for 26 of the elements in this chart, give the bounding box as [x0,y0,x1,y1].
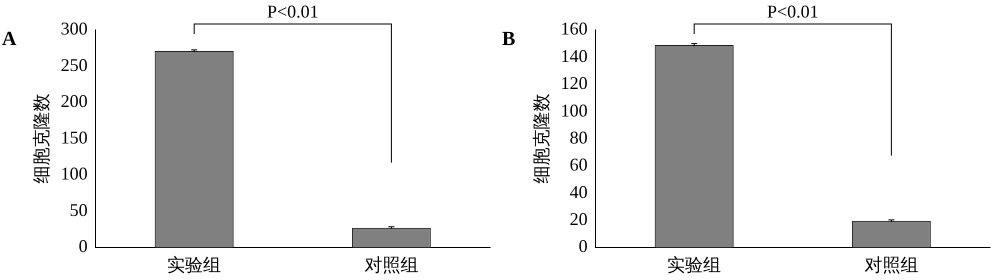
x-tick-label: 实验组 [167,254,222,275]
y-axis-title: 细胞克隆数 [532,94,552,184]
y-tick-label: 140 [560,46,588,66]
y-tick-label: 160 [560,18,588,39]
y-tick-label: 300 [60,18,88,39]
y-axis-title: 细胞克隆数 [32,94,52,184]
text: P<0.01 [766,2,819,22]
chart-title: A [2,28,17,50]
x-tick-label: 实验组 [667,254,722,275]
x-tick-label: 对照组 [364,254,418,275]
y-tick-label: 50 [70,200,88,220]
y-tick-label: 250 [60,54,88,75]
y-tick-label: 60 [570,154,588,175]
y-tick-label: 100 [560,100,588,120]
y-tick-label: 120 [560,73,588,94]
y-tick-label: 20 [570,208,588,229]
y-tick-label: 0 [78,236,88,256]
y-tick-label: 100 [60,164,88,184]
chart-title: B [502,28,516,50]
y-tick-label: 80 [570,127,588,148]
y-tick-label: 40 [570,182,588,202]
x-tick-label: 对照组 [864,254,918,275]
text: P<0.01 [266,2,319,22]
y-tick-label: 0 [578,236,588,256]
y-tick-label: 200 [60,91,88,112]
y-tick-label: 150 [60,127,88,148]
